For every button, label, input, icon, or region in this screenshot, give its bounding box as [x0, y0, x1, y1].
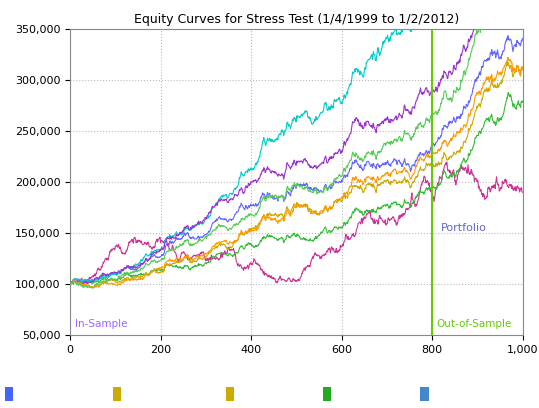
Text: Equity Curve (42): Equity Curve (42): [16, 390, 90, 399]
Title: Equity Curves for Stress Test (1/4/1999 to 1/2/2012): Equity Curves for Stress Test (1/4/1999 …: [134, 13, 459, 26]
Bar: [420, 387, 429, 401]
Bar: [5, 387, 13, 401]
Text: Performance R...: Performance R...: [334, 390, 404, 399]
Text: Build Report (42): Build Report (42): [431, 390, 503, 399]
Bar: [113, 387, 121, 401]
Text: Out-of-Sample: Out-of-Sample: [437, 319, 512, 329]
Text: Trade List (42): Trade List (42): [237, 390, 297, 399]
Bar: [226, 387, 234, 401]
Bar: [323, 387, 331, 401]
Text: Strategy Code ...: Strategy Code ...: [124, 390, 195, 399]
Text: Portfolio: Portfolio: [441, 223, 487, 233]
Text: In-Sample: In-Sample: [74, 319, 127, 329]
